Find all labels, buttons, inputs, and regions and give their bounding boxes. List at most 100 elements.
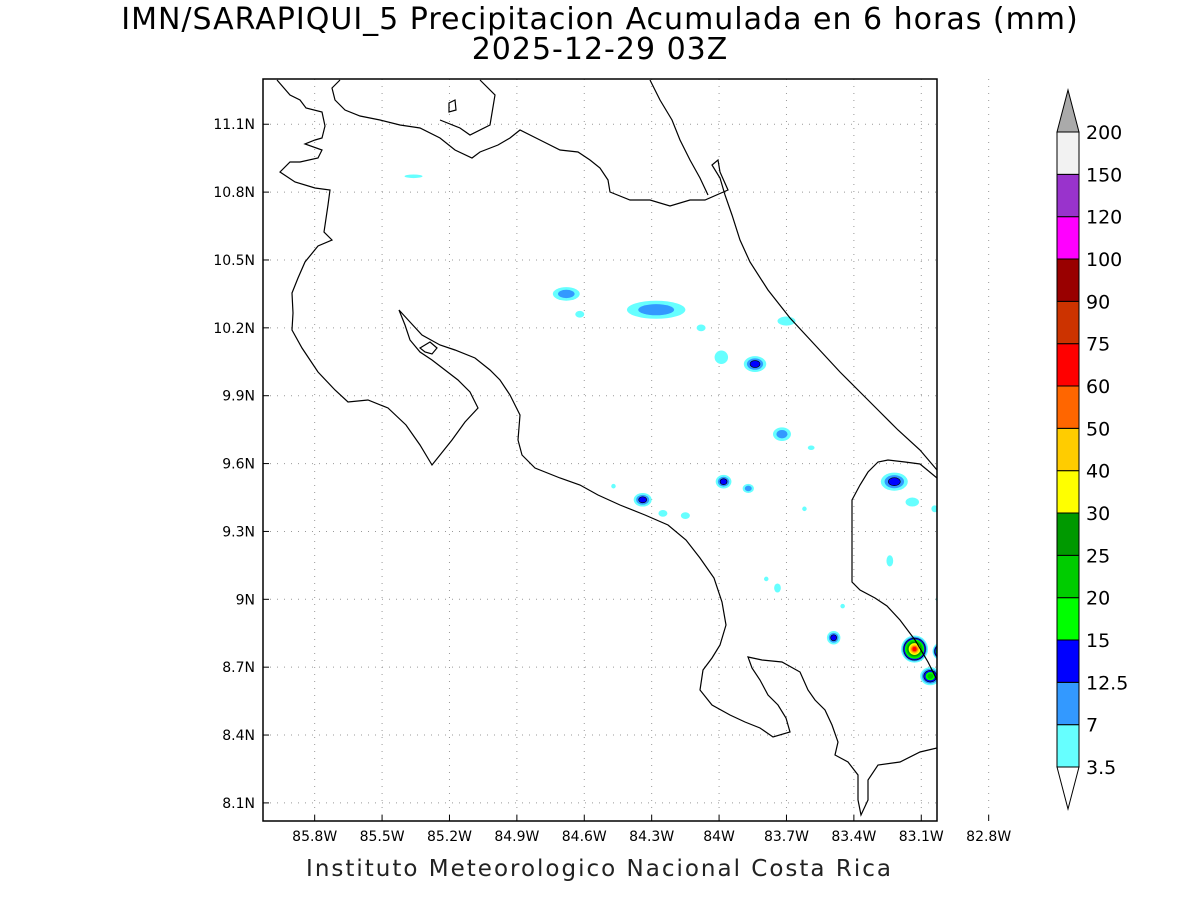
colorbar-swatch	[1056, 470, 1080, 514]
precipitation-field	[404, 174, 1036, 736]
colorbar-swatch	[1056, 385, 1080, 429]
precip-contour	[575, 310, 585, 318]
colorbar-label: 75	[1086, 334, 1110, 356]
precip-cell	[948, 723, 961, 734]
precip-cell	[696, 324, 706, 332]
footer-credit: Instituto Meteorologico Nacional Costa R…	[306, 856, 893, 882]
precip-contour	[997, 695, 1012, 716]
grid-lines	[263, 79, 990, 821]
lon-tick-label: 83.4W	[831, 829, 876, 845]
precip-contour	[976, 723, 988, 733]
precip-contour	[951, 725, 959, 732]
precip-cell	[802, 506, 807, 512]
coastline-north	[331, 79, 937, 471]
precip-cell	[611, 483, 616, 489]
precip-contour	[964, 522, 968, 527]
precip-contour	[886, 555, 894, 567]
precip-cell	[772, 427, 791, 441]
colorbar-over-arrow	[1056, 88, 1080, 133]
colorbar-swatch	[1056, 343, 1080, 387]
island-gulf	[418, 341, 438, 355]
precip-contour	[744, 485, 752, 492]
lon-tick-label: 84.6W	[562, 829, 607, 845]
precip-contour	[807, 445, 815, 450]
precip-contour	[558, 289, 575, 299]
precip-contour	[931, 505, 937, 513]
coastline-nicaragua	[439, 79, 496, 136]
precip-cell	[973, 720, 991, 736]
lat-tick-label: 8.1N	[222, 796, 255, 812]
precip-contour	[979, 726, 984, 731]
colorbar-swatch	[1056, 639, 1080, 683]
lat-tick-label: 10.2N	[213, 321, 255, 337]
lat-tick-label: 10.5N	[213, 253, 255, 269]
lon-tick-label: 85.2W	[427, 829, 472, 845]
precip-contour	[975, 722, 990, 735]
lon-tick-label: 82.8W	[966, 829, 1011, 845]
colorbar-swatch	[1056, 173, 1080, 218]
colorbar-label: 100	[1086, 249, 1122, 271]
latitude-axis: 11.1N 10.8N 10.5N 10.2N 9.9N 9.6N 9.3N 9N 8.7N 8.…	[213, 117, 269, 812]
precip-contour	[658, 509, 668, 517]
lon-tick-label: 84.9W	[494, 829, 539, 845]
precip-contour	[840, 603, 845, 609]
colorbar-swatch	[1056, 216, 1080, 260]
colorbar-label: 40	[1086, 461, 1110, 483]
precip-contour	[967, 666, 991, 695]
precip-cell	[932, 643, 937, 660]
lon-tick-label: 85.5W	[360, 829, 405, 845]
precip-contour	[978, 678, 982, 683]
colorbar-label: 15	[1086, 630, 1110, 652]
lon-tick-label: 85.8W	[292, 829, 337, 845]
lon-tick-label: 84W	[703, 829, 735, 845]
precip-contour	[969, 668, 991, 694]
precip-cell	[575, 310, 585, 318]
colorbar-label: 60	[1086, 376, 1110, 398]
colorbar-swatch	[1056, 597, 1080, 641]
colorbar-label: 25	[1086, 545, 1110, 567]
precip-cell	[993, 690, 1015, 722]
precip-cell	[964, 522, 968, 527]
colorbar-legend: 3.5 7 12.5 15 20 25 30 40 50 60 75 90 100 120 150 200	[1056, 88, 1128, 811]
colorbar-swatch	[1056, 258, 1080, 302]
precip-contour	[830, 634, 837, 642]
colorbar-swatch	[1056, 131, 1080, 175]
precip-contour	[993, 690, 1015, 722]
precip-cell	[774, 583, 781, 593]
precip-contour	[927, 673, 934, 679]
precip-contour	[776, 429, 788, 439]
precip-contour	[611, 483, 616, 489]
precip-contour	[905, 497, 920, 507]
precip-cell	[886, 555, 894, 567]
precip-contour	[973, 672, 987, 689]
island-small	[448, 99, 457, 113]
lat-tick-label: 8.7N	[222, 660, 255, 676]
colorbar-label: 90	[1086, 291, 1110, 313]
precip-contour	[973, 720, 991, 736]
precip-contour	[638, 496, 647, 504]
coastline-caribbean	[851, 459, 937, 681]
colorbar-swatch	[1056, 724, 1080, 768]
precip-contour	[714, 350, 729, 365]
precip-cell	[840, 603, 845, 609]
precip-contour	[764, 576, 769, 582]
precip-contour	[1030, 662, 1036, 669]
precip-cell	[826, 630, 841, 645]
precip-contour	[1001, 701, 1008, 711]
map-title: IMN/SARAPIQUI_5 Precipitacion Acumulada …	[121, 2, 1079, 37]
precip-contour	[998, 697, 1010, 714]
coastline-main	[276, 79, 937, 817]
precip-contour	[638, 304, 675, 316]
precip-contour	[936, 649, 937, 654]
precip-cell	[742, 483, 754, 493]
lat-tick-label: 9.6N	[222, 457, 255, 473]
precip-cell	[715, 474, 732, 489]
precip-contour	[802, 506, 807, 512]
lat-tick-label: 9.9N	[222, 389, 255, 405]
lat-tick-label: 10.8N	[213, 185, 255, 201]
colorbar-label: 200	[1086, 122, 1122, 144]
lat-tick-label: 9N	[236, 592, 255, 608]
colorbar-label: 7	[1086, 715, 1098, 737]
precip-cell	[764, 576, 769, 582]
